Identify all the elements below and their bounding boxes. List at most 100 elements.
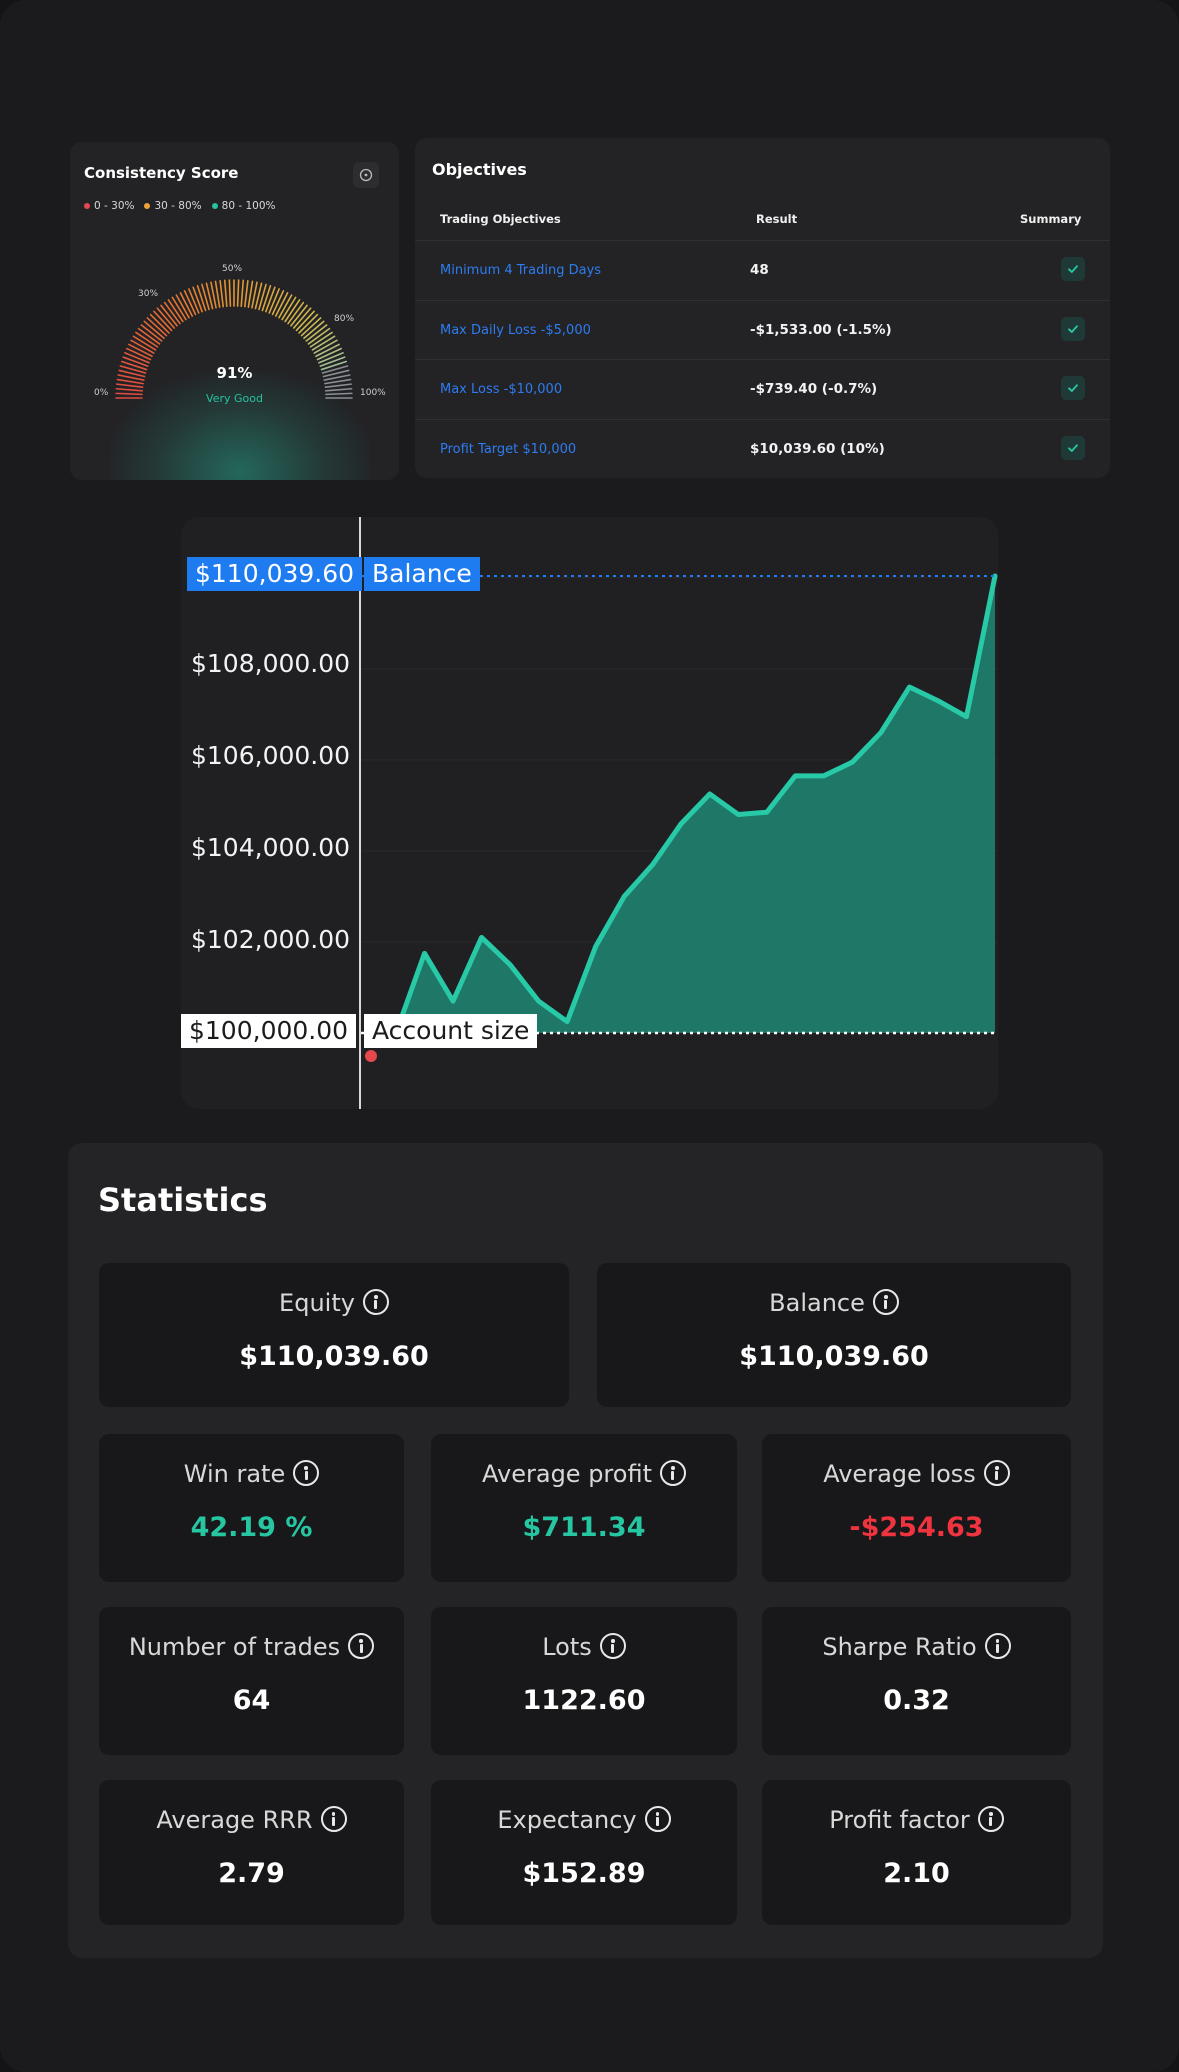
stat-tile-sharpe-ratio: Sharpe Ratio 0.32 xyxy=(762,1607,1071,1755)
gauge-tick-mark xyxy=(115,387,144,392)
gauge-tick-mark xyxy=(119,365,147,374)
objective-result: -$1,533.00 (-1.5%) xyxy=(750,322,892,338)
objective-row: Profit Target $10,000 $10,039.60 (10%) xyxy=(415,419,1110,478)
balance-tag: Balance xyxy=(364,557,480,591)
gauge-tick-mark xyxy=(116,383,144,388)
objective-result: 48 xyxy=(750,262,769,278)
stat-label: Lots xyxy=(542,1633,592,1661)
stat-value: $110,039.60 xyxy=(739,1341,929,1372)
consistency-value: 91% xyxy=(216,364,253,382)
gauge-tick-mark xyxy=(290,304,308,327)
gauge-tick-mark xyxy=(278,294,293,319)
gauge-tick-mark xyxy=(122,356,149,367)
gauge-tick-mark xyxy=(132,335,157,351)
stat-label: Average profit xyxy=(482,1460,652,1488)
info-icon[interactable] xyxy=(984,1633,1011,1659)
gauge-tick-mark xyxy=(244,280,249,308)
gauge-tick-mark xyxy=(120,360,148,371)
info-icon[interactable] xyxy=(320,1806,347,1832)
gauge-tick-mark xyxy=(192,286,203,313)
stat-label: Average RRR xyxy=(156,1806,313,1834)
stat-tile-balance: Balance $110,039.60 xyxy=(597,1263,1071,1407)
gauge-tick-mark xyxy=(240,279,245,308)
stat-label: Balance xyxy=(769,1289,865,1317)
gauge-tick-mark xyxy=(295,310,315,332)
objective-result: $10,039.60 (10%) xyxy=(750,441,885,457)
gauge-tick-mark xyxy=(201,283,210,311)
gauge-tick-mark xyxy=(307,327,331,345)
gauge-tick-mark xyxy=(118,369,146,378)
gauge-tick-mark xyxy=(210,281,217,309)
stat-value: $110,039.60 xyxy=(239,1341,429,1372)
gauge-tick-mark xyxy=(130,339,155,354)
objectives-card: Objectives Trading Objectives Result Sum… xyxy=(415,138,1110,478)
objective-link[interactable]: Minimum 4 Trading Days xyxy=(440,263,602,278)
consistency-score-card: Consistency Score 0 - 30% 30 - 80% 80 - … xyxy=(70,142,399,480)
gauge-tick-mark xyxy=(324,378,352,385)
info-icon[interactable] xyxy=(983,1460,1010,1486)
gauge-tick-mark xyxy=(281,296,297,321)
gauge-tick-mark xyxy=(292,307,312,329)
stat-tile-win-rate: Win rate 42.19 % xyxy=(99,1434,404,1582)
balance-area xyxy=(396,576,995,1033)
stat-label: Sharpe Ratio xyxy=(822,1633,977,1661)
header-result: Result xyxy=(756,212,798,226)
account-size-tag: Account size xyxy=(364,1014,538,1048)
y-tick-label: $102,000.00 xyxy=(191,925,351,954)
info-icon[interactable] xyxy=(293,1460,320,1486)
stat-value: 1122.60 xyxy=(522,1685,646,1716)
statistics-title: Statistics xyxy=(98,1181,268,1219)
stat-tile-lots: Lots 1122.60 xyxy=(431,1607,737,1755)
gauge-tick-mark xyxy=(322,369,350,378)
info-icon[interactable] xyxy=(362,1289,389,1315)
objective-row: Max Loss -$10,000 -$739.40 (-0.7%) xyxy=(415,359,1110,418)
objective-link[interactable]: Max Loss -$10,000 xyxy=(440,382,563,397)
account-size-value-tag: $100,000.00 xyxy=(181,1014,357,1048)
gauge-tick-mark xyxy=(305,324,328,342)
header-trading-objectives: Trading Objectives xyxy=(440,212,561,226)
objective-link[interactable]: Profit Target $10,000 xyxy=(440,442,577,457)
consistency-legend: 0 - 30% 30 - 80% 80 - 100% xyxy=(84,200,276,212)
gauge-tick-mark xyxy=(268,288,280,314)
gauge-tick-mark xyxy=(258,283,267,311)
stat-label: Equity xyxy=(279,1289,355,1317)
gauge-tick-mark xyxy=(318,352,344,364)
gauge-tick-mark xyxy=(135,331,159,348)
info-icon[interactable] xyxy=(348,1633,375,1659)
gauge-tick-mark xyxy=(149,313,170,334)
gauge-tick-mark xyxy=(309,331,333,348)
gauge-tick-mark xyxy=(219,280,224,308)
gauge-tick-mark xyxy=(171,296,187,321)
gauge-tick-mark xyxy=(320,360,348,371)
info-icon[interactable] xyxy=(872,1289,899,1315)
stat-tile-expectancy: Expectancy $152.89 xyxy=(431,1780,737,1925)
gauge-tick-mark xyxy=(214,280,221,308)
gauge-tick-mark xyxy=(126,347,152,361)
info-icon[interactable] xyxy=(644,1806,671,1832)
gauge-tick-mark xyxy=(137,327,161,345)
legend-item-low: 0 - 30% xyxy=(84,200,134,212)
consistency-info-button[interactable] xyxy=(353,162,379,188)
stat-tile-average-profit: Average profit $711.34 xyxy=(431,1434,737,1582)
gauge-tick-mark xyxy=(261,284,272,312)
consistency-rating: Very Good xyxy=(206,392,263,405)
gauge-tick-mark xyxy=(254,282,263,310)
info-icon[interactable] xyxy=(977,1806,1004,1832)
info-icon xyxy=(359,168,373,182)
y-tick-label: $106,000.00 xyxy=(191,741,351,770)
balance-line xyxy=(393,573,998,1036)
gauge-tick-mark xyxy=(298,313,319,334)
stat-value: $711.34 xyxy=(522,1512,646,1543)
gauge-tick-mark xyxy=(228,279,232,307)
info-icon[interactable] xyxy=(599,1633,626,1659)
check-icon xyxy=(1061,436,1085,460)
gauge-tick-mark xyxy=(271,290,285,316)
gauge-tick-mark xyxy=(146,317,168,337)
gauge-tick-mark xyxy=(205,282,214,310)
gauge-tick-mark xyxy=(156,307,176,329)
objective-link[interactable]: Max Daily Loss -$5,000 xyxy=(440,323,591,338)
info-icon[interactable] xyxy=(659,1460,686,1486)
gauge-tick-mark xyxy=(124,352,150,364)
gauge-tick-mark xyxy=(265,286,276,313)
stat-tile-average-loss: Average loss -$254.63 xyxy=(762,1434,1071,1582)
